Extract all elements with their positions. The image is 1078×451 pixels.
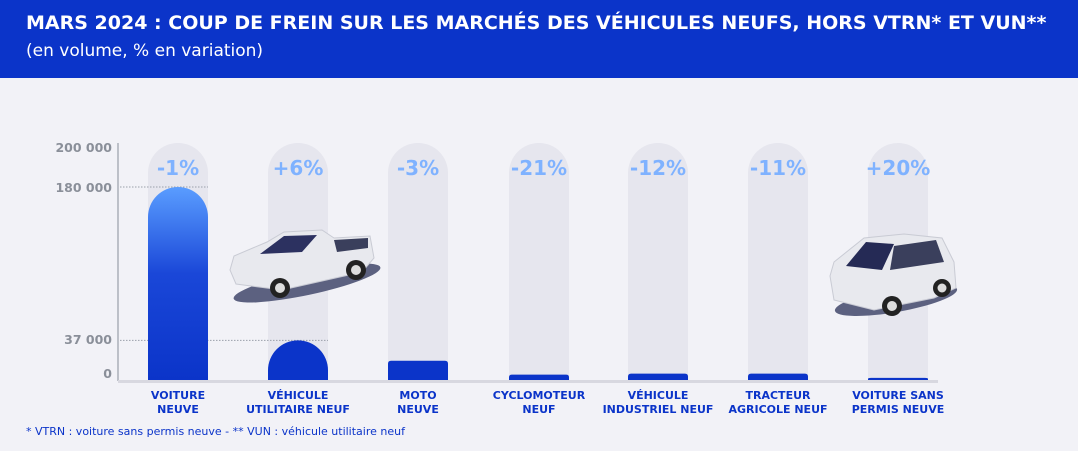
bar xyxy=(388,360,448,380)
category-label-line: MOTO xyxy=(399,389,437,402)
category-label: CYCLOMOTEUR NEUF xyxy=(469,389,609,417)
category-label-line: CYCLOMOTEUR xyxy=(492,389,586,402)
category-label-line: NEUVE xyxy=(157,403,199,416)
bar xyxy=(268,340,328,380)
title-text: MARS 2024 : COUP DE FREIN SUR LES MARCHÉ… xyxy=(26,12,1047,34)
variation-label: +6% xyxy=(273,156,324,180)
bar xyxy=(148,187,208,380)
category-label: VOITURE NEUVE xyxy=(108,389,248,417)
bar-track xyxy=(628,143,688,380)
category-label-line: NEUF xyxy=(522,403,556,416)
baseline xyxy=(118,380,938,383)
category-label: TRACTEUR AGRICOLE NEUF xyxy=(708,389,848,417)
variation-label: -1% xyxy=(157,156,199,180)
bar xyxy=(509,374,569,380)
category-label-line: PERMIS NEUVE xyxy=(851,403,945,416)
small-car-illustration xyxy=(829,233,958,316)
variation-label: -21% xyxy=(511,156,567,180)
bar xyxy=(748,373,808,380)
variation-label: -12% xyxy=(630,156,686,180)
category-label-line: UTILITAIRE NEUF xyxy=(246,403,350,416)
variation-label: +20% xyxy=(866,156,931,180)
category-label-line: INDUSTRIEL NEUF xyxy=(602,403,714,416)
category-label-line: TRACTEUR xyxy=(745,389,811,402)
variation-label: -11% xyxy=(750,156,806,180)
y-tick-label: 0 xyxy=(103,366,112,381)
category-label-line: VÉHICULE xyxy=(267,389,329,402)
variation-label: -3% xyxy=(397,156,439,180)
category-label-line: NEUVE xyxy=(397,403,439,416)
category-label-line: VOITURE xyxy=(150,389,206,402)
page-title: MARS 2024 : COUP DE FREIN SUR LES MARCHÉ… xyxy=(26,10,1052,65)
category-label-line: VOITURE SANS xyxy=(852,389,944,402)
header: MARS 2024 : COUP DE FREIN SUR LES MARCHÉ… xyxy=(0,0,1078,78)
bar-track xyxy=(509,143,569,380)
subtitle-text: (en volume, % en variation) xyxy=(26,41,264,61)
y-tick-label: 180 000 xyxy=(55,180,112,195)
y-tick-label: 200 000 xyxy=(55,140,112,155)
category-label-line: VÉHICULE xyxy=(627,389,689,402)
category-label: VÉHICULE UTILITAIRE NEUF xyxy=(228,389,368,417)
bar-track xyxy=(388,143,448,380)
bar xyxy=(868,377,928,380)
bar-track xyxy=(748,143,808,380)
category-label: VOITURE SANS PERMIS NEUVE xyxy=(828,389,968,417)
bar xyxy=(628,373,688,380)
pickup-truck-illustration xyxy=(229,229,381,303)
footnote: * VTRN : voiture sans permis neuve - ** … xyxy=(26,425,405,438)
category-label-line: AGRICOLE NEUF xyxy=(728,403,828,416)
y-tick-label: 37 000 xyxy=(64,332,112,347)
category-label: MOTO NEUVE xyxy=(348,389,488,417)
category-label: VÉHICULE INDUSTRIEL NEUF xyxy=(588,389,728,417)
